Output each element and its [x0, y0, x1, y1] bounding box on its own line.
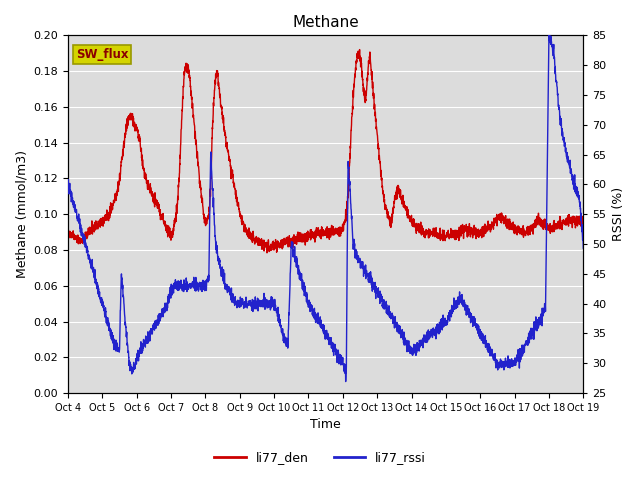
X-axis label: Time: Time [310, 419, 341, 432]
Y-axis label: RSSI (%): RSSI (%) [612, 187, 625, 241]
Title: Methane: Methane [292, 15, 359, 30]
Legend: li77_den, li77_rssi: li77_den, li77_rssi [209, 446, 431, 469]
Y-axis label: Methane (mmol/m3): Methane (mmol/m3) [15, 150, 28, 278]
Text: SW_flux: SW_flux [76, 48, 128, 61]
